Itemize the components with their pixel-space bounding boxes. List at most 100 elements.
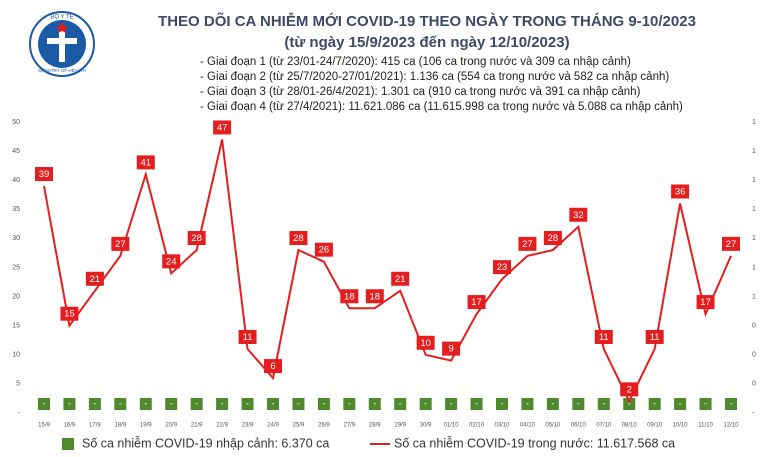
- import-marker: [546, 398, 559, 410]
- data-label: -: [373, 398, 376, 408]
- data-label: 47: [217, 122, 228, 133]
- y-tick-label: 15: [12, 323, 20, 330]
- x-tick-label: 29/9: [394, 423, 406, 429]
- data-label: -: [577, 398, 580, 408]
- import-marker: [674, 398, 687, 410]
- import-marker: [38, 398, 50, 410]
- data-label-box: [671, 184, 690, 199]
- logo-text: BỘ Y TẾ: [50, 14, 73, 21]
- x-tick-label: 21/9: [191, 423, 203, 429]
- legend-swatch: [62, 438, 74, 450]
- y2-tick-label: 1: [752, 206, 756, 213]
- data-label-box: [442, 341, 461, 356]
- legend-label: Số ca nhiễm COVID-19 nhập cảnh: 6.370 ca: [82, 435, 329, 450]
- logo-star: [56, 22, 68, 33]
- data-label: -: [399, 398, 402, 408]
- data-label: 11: [650, 332, 660, 343]
- data-label: -: [348, 398, 351, 408]
- data-label: -: [602, 398, 605, 408]
- y2-tick-label: 1: [752, 148, 756, 155]
- y2-tick-label: 0: [752, 352, 756, 359]
- y-tick-label: 5: [16, 381, 20, 388]
- y2-tick-label: -: [752, 410, 755, 417]
- x-tick-label: 26/9: [318, 423, 330, 429]
- data-label: 17: [700, 297, 711, 308]
- x-tick-label: 08/10: [622, 423, 638, 429]
- x-tick-label: 02/10: [469, 423, 485, 429]
- data-label: -: [730, 398, 733, 408]
- domestic-line: [43, 139, 732, 404]
- import-marker: [597, 398, 610, 410]
- data-label: -: [93, 398, 96, 408]
- import-marker: [88, 398, 101, 410]
- data-label: -: [704, 398, 707, 408]
- data-label-box: [136, 155, 155, 170]
- data-label: 36: [675, 186, 686, 197]
- data-label: -: [144, 398, 147, 408]
- data-label: -: [170, 398, 173, 408]
- x-tick-label: 18/9: [114, 423, 126, 429]
- x-tick-label: 20/9: [165, 423, 177, 429]
- import-marker: [241, 398, 254, 410]
- import-marker: [496, 398, 508, 410]
- data-label: 18: [344, 291, 355, 302]
- data-label: -: [501, 398, 504, 408]
- data-label: 9: [448, 344, 453, 355]
- import-marker: [394, 398, 407, 410]
- chart-subtitle: (từ ngày 15/9/2023 đến ngày 12/10/2023): [284, 34, 569, 51]
- data-label: 27: [115, 239, 126, 250]
- x-tick-label: 28/9: [369, 423, 381, 429]
- data-label-box: [467, 295, 486, 310]
- x-tick-label: 06/10: [571, 423, 587, 429]
- data-label-box: [696, 295, 715, 310]
- x-tick-label: 12/10: [723, 423, 739, 429]
- data-label: -: [551, 398, 554, 408]
- data-label-box: [645, 329, 664, 344]
- x-tick-label: 09/10: [647, 423, 663, 429]
- data-label-box: [111, 236, 130, 251]
- data-label-box: [620, 382, 639, 397]
- data-label-box: [162, 254, 181, 269]
- logo: BỘ Y TẾ MINISTRY OF HEALTH: [29, 11, 95, 77]
- data-label: -: [246, 398, 249, 408]
- x-tick-label: 30/9: [420, 423, 432, 429]
- x-tick-label: 04/10: [520, 423, 536, 429]
- x-tick-label: 01/10: [444, 423, 460, 429]
- data-label: 27: [522, 239, 533, 250]
- logo-cross: [47, 38, 77, 44]
- data-label-box: [722, 236, 740, 251]
- data-label: -: [272, 398, 275, 408]
- data-label-box: [365, 289, 384, 304]
- import-marker: [623, 398, 636, 410]
- data-label: 26: [319, 245, 330, 256]
- y2-tick-label: 1: [752, 235, 756, 242]
- y-tick-label: 30: [12, 235, 20, 242]
- chart-title: THEO DÕI CA NHIỄM MỚI COVID-19 THEO NGÀY…: [158, 12, 696, 30]
- import-marker: [445, 398, 458, 410]
- x-tick-label: 11/10: [698, 423, 713, 429]
- note: - Giai đoạn 3 (từ 28/01-26/4/2021): 1.30…: [200, 86, 641, 98]
- y-tick-label: 10: [12, 352, 20, 359]
- data-label: -: [221, 398, 224, 408]
- data-label-box: [416, 335, 435, 350]
- x-tick-label: 23/9: [242, 423, 254, 429]
- import-marker: [292, 398, 305, 410]
- data-label: -: [475, 398, 478, 408]
- data-label-box: [518, 236, 537, 251]
- data-label-box: [213, 120, 232, 135]
- note: - Giai đoạn 2 (từ 25/7/2020-27/01/2021):…: [200, 71, 669, 83]
- y2-tick-label: 1: [752, 293, 756, 300]
- x-tick-label: 22/9: [216, 423, 228, 429]
- data-label: 27: [726, 239, 737, 250]
- data-label-box: [85, 271, 104, 286]
- y2-tick-label: 0: [752, 323, 756, 330]
- import-marker: [521, 398, 534, 410]
- data-label: -: [43, 398, 46, 408]
- data-label-box: [543, 231, 562, 246]
- y-tick-label: 20: [12, 293, 20, 300]
- x-tick-label: 05/10: [545, 423, 561, 429]
- data-label-box: [391, 271, 410, 286]
- import-marker: [190, 398, 203, 410]
- data-label: 10: [420, 338, 431, 349]
